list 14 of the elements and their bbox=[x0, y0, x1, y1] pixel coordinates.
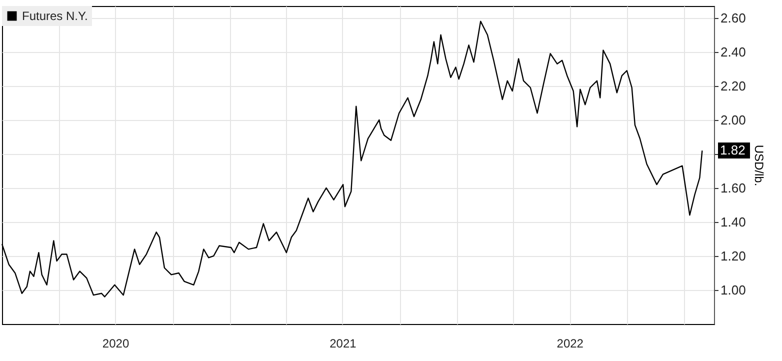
y-tick-label: 2.40 bbox=[720, 44, 746, 60]
y-tick-label: 1.60 bbox=[720, 180, 746, 196]
y-tick-label: 1.40 bbox=[720, 214, 746, 230]
y-axis-title: USD/lb. bbox=[752, 144, 766, 186]
x-tick-label: 2022 bbox=[556, 336, 584, 350]
y-tick-label: 2.60 bbox=[720, 10, 746, 26]
y-tick-label: 1.20 bbox=[720, 248, 746, 264]
y-tick-label: 2.00 bbox=[720, 112, 746, 128]
legend-label: Futures N.Y. bbox=[22, 9, 88, 23]
text: 1.82 bbox=[720, 142, 746, 158]
y-tick-label: 2.20 bbox=[720, 78, 746, 94]
x-tick-label: 2020 bbox=[102, 336, 130, 350]
x-tick-label: 2021 bbox=[330, 336, 357, 350]
y-tick-label: 1.00 bbox=[720, 282, 746, 298]
